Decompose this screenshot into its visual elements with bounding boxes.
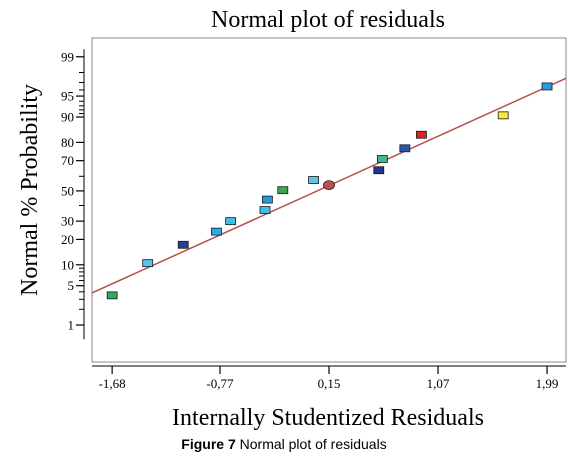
y-tick-label: 70	[61, 153, 74, 168]
data-point	[211, 227, 222, 236]
data-point	[541, 82, 553, 91]
data-points	[106, 82, 553, 300]
data-point	[376, 155, 388, 163]
x-tick-label: 0,15	[318, 376, 341, 391]
data-point	[259, 206, 271, 214]
x-tick-label: 1,07	[427, 376, 450, 391]
x-axis: -1,68 -0,77 0,15 1,07 1,99	[92, 365, 566, 391]
y-tick-label: 1	[68, 318, 75, 333]
y-tick-label: 80	[61, 135, 74, 150]
y-tick-label: 5	[68, 278, 75, 293]
y-tick-label: 20	[61, 232, 74, 247]
y-tick-label: 50	[61, 183, 74, 198]
x-tick-label: 1,99	[536, 376, 559, 391]
y-axis-label: Normal % Probability	[17, 84, 43, 296]
data-point	[177, 240, 189, 249]
figure-caption: Figure 7 Normal plot of residuals	[0, 436, 568, 452]
y-axis: 1 5 10 20 30 50 70 80 90 95 99	[61, 49, 85, 340]
x-axis-label: Internally Studentized Residuals	[172, 405, 484, 431]
figure-caption-label: Figure 7	[181, 436, 236, 452]
data-point	[416, 130, 427, 139]
y-tick-label: 10	[61, 257, 74, 272]
x-tick-label: -0,77	[206, 376, 234, 391]
y-tick-label: 95	[61, 89, 74, 104]
figure-caption-text: Normal plot of residuals	[235, 436, 387, 452]
plot-frame	[91, 37, 567, 363]
data-point	[373, 166, 385, 175]
data-point	[106, 291, 118, 300]
y-tick-label: 90	[61, 110, 74, 125]
data-point	[399, 144, 411, 153]
x-tick-label: -1,68	[99, 376, 126, 391]
data-point	[277, 186, 289, 195]
data-point	[261, 195, 273, 204]
data-point	[308, 176, 319, 184]
chart-title: Normal plot of residuals	[211, 7, 445, 33]
data-point	[142, 259, 154, 268]
data-point	[225, 217, 237, 226]
y-tick-label: 99	[61, 49, 74, 64]
data-point	[497, 111, 509, 120]
data-point-circle	[323, 180, 335, 191]
y-tick-label: 30	[61, 214, 74, 229]
